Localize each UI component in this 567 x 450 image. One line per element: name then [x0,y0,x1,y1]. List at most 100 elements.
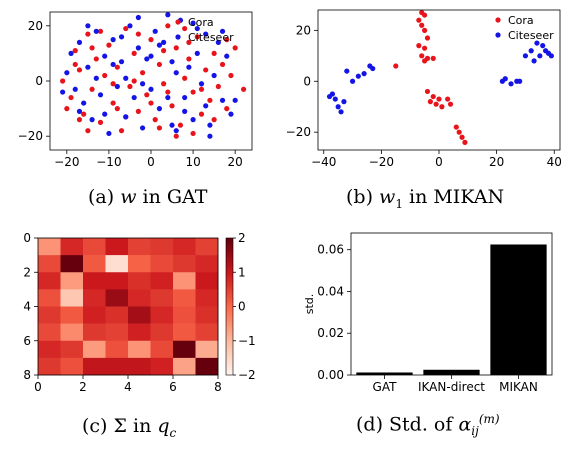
cora-point [456,129,462,135]
cora-point [60,78,66,84]
heatmap-cell [195,289,219,307]
x-tick-label: −10 [96,155,121,169]
heatmap-cell [128,357,151,376]
colorbar-segment [226,263,233,266]
heatmap-cell [83,238,106,256]
colorbar-segment [226,352,233,355]
heatmap-cell [195,306,219,324]
colorbar-segment [226,349,233,353]
citeseer-point [522,53,529,59]
cora-point [72,48,78,54]
cora-point [110,100,116,106]
heatmap-cell [60,289,84,307]
citeseer-point [355,73,361,79]
citeseer-point [135,45,141,51]
colorbar-segment [226,338,233,342]
colorbar-tick-label: 0 [238,300,246,314]
colorbar-segment [226,265,233,269]
heatmap-cell [60,238,84,256]
citeseer-point [338,109,344,115]
citeseer-point [540,43,546,49]
cora-point [76,117,83,123]
citeseer-point [110,61,116,68]
citeseer-point [85,64,91,70]
cora-point [421,58,428,64]
heatmap-cell [105,289,129,307]
cora-point [424,88,431,95]
citeseer-point [517,78,523,84]
citeseer-point [127,23,133,29]
colorbar-segment [226,322,233,326]
heatmap-cell [173,255,196,273]
cora-point [224,106,230,112]
heatmap-cell [38,306,61,324]
citeseer-point [118,59,125,65]
citeseer-point [361,71,367,77]
cora-point [424,35,431,41]
cora-point [131,50,137,57]
citeseer-point [182,108,188,114]
x-tick-label: IKAN-direct [418,380,485,394]
colorbar-segment [226,315,233,319]
x-tick-label: −40 [311,155,336,169]
legend-marker [175,19,181,25]
colorbar-segment [226,311,233,314]
heatmap-cell [83,340,106,359]
cora-point [421,12,428,18]
colorbar-segment [226,345,233,348]
cora-point [433,101,439,107]
citeseer-point [169,122,175,128]
citeseer-point [161,39,167,45]
cora-point [152,117,158,123]
cora-point [169,103,175,109]
citeseer-point [548,53,554,59]
colorbar-segment [226,292,233,296]
colorbar-segment [226,288,233,291]
colorbar-segment [226,306,233,310]
cora-point [97,28,104,34]
colorbar-segment [226,281,233,285]
colorbar-segment [226,356,233,360]
heatmap-cell [173,238,196,256]
cora-point [102,72,108,79]
citeseer-point [131,94,137,101]
citeseer-point [203,31,209,37]
colorbar-segment [226,347,233,351]
cora-point [161,81,167,87]
cora-point [173,133,179,139]
y-tick-label: 0.00 [317,368,344,382]
colorbar-segment [226,279,233,282]
citeseer-point [332,96,338,102]
citeseer-point [190,20,196,26]
y-tick-label: −20 [18,129,43,143]
y-tick-label: 0.06 [317,243,344,257]
citeseer-point [169,59,175,65]
cora-point [89,86,95,92]
cora-point [419,53,425,59]
citeseer-point [106,130,112,137]
heatmap-cell [105,255,129,273]
cora-point [106,42,112,48]
heatmap-cell [128,306,151,324]
heatmap-cell [128,238,151,256]
heatmap-cell [60,340,84,359]
cora-point [114,64,120,70]
heatmap-cell [195,323,219,342]
colorbar-segment [226,267,233,271]
cora-point [198,86,205,92]
cora-point [85,128,91,134]
cora-point [135,31,141,37]
cora-point [190,89,196,95]
heatmap-cell [173,289,196,307]
citeseer-point [182,94,188,101]
citeseer-point [349,78,356,84]
x-tick-label: MIKAN [499,380,538,394]
legend-marker [495,32,501,38]
heatmap-cell [150,323,174,342]
colorbar-tick-label: 1 [238,265,246,279]
citeseer-point [165,12,171,18]
heatmap-cell [38,340,61,359]
heatmap-cell [38,255,61,273]
x-tick-label: 0 [147,155,155,169]
